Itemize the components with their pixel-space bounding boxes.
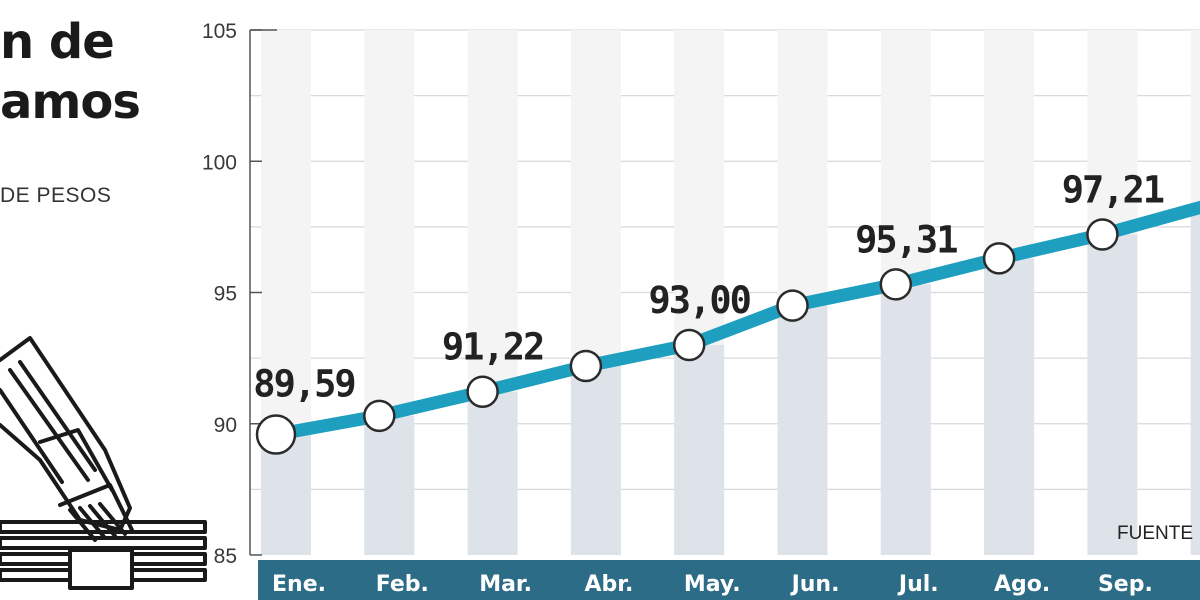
data-label: 91,22 [442,326,543,369]
data-label: 95,31 [855,218,957,261]
data-point [1086,218,1119,251]
source-label: FUENTE [1117,523,1193,544]
data-point [363,399,396,433]
title-line-1: n de [0,14,115,70]
x-axis-band: Ene.Feb.Mar.Abr.May.Jun.Jul.Ago.Sep.O [258,560,1200,600]
data-point [776,289,809,322]
bar [261,434,311,555]
bar [880,284,931,555]
x-tick-label: Abr. [584,572,633,597]
x-tick-label: Jul. [897,572,939,597]
bar [467,391,518,555]
y-tick-label: 85 [214,545,237,568]
data-label: 97,21 [1062,168,1164,211]
x-tick-label: Ago. [994,572,1050,597]
bar-series [261,30,1200,556]
data-label: 93,00 [649,279,751,322]
x-tick-label: Feb. [376,572,429,597]
y-tick-label: 90 [214,414,237,437]
bar [1190,205,1200,555]
chart-title: n de amos [0,12,141,132]
data-point [982,242,1016,275]
data-label: 89,59 [253,363,354,406]
bar [674,345,725,555]
y-tick-label: 105 [202,20,237,43]
bar [364,415,415,555]
bar [1087,234,1138,556]
y-tick-label: 100 [202,151,237,174]
bar [984,258,1035,555]
point-markers [255,218,1119,455]
data-point [879,268,913,301]
data-point [569,349,603,383]
chart-subtitle: DE PESOS [0,184,112,207]
title-line-2: amos [0,74,141,130]
x-tick-label: Jun. [790,572,840,597]
x-tick-label: Mar. [479,572,532,597]
hand-cash-illustration-icon [0,336,207,590]
y-axis: 105 100 95 90 85 [202,20,277,568]
x-tick-label: Sep. [1098,572,1153,597]
bar [777,305,828,555]
data-point [466,375,499,408]
x-axis-background [258,560,1200,600]
data-point [672,328,706,362]
bar [570,366,621,555]
y-tick-label: 95 [214,283,237,306]
data-point [255,414,297,455]
x-tick-label: May. [684,572,741,597]
data-labels: 89,59 91,22 93,00 95,31 97,21 [253,168,1166,406]
x-tick-label: Ene. [272,572,326,597]
